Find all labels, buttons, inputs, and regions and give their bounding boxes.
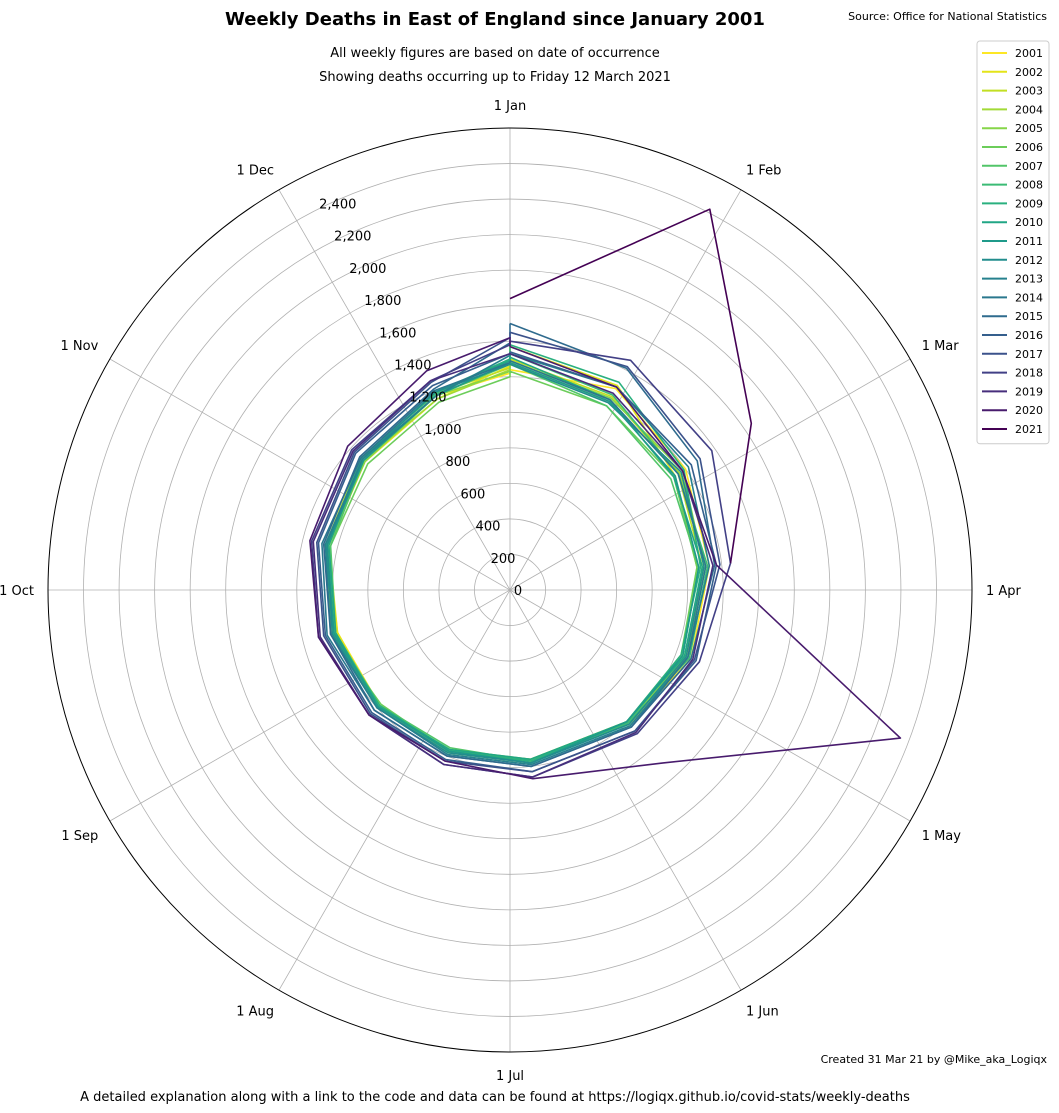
legend-label: 2016 bbox=[1015, 329, 1043, 342]
month-label: 1 Oct bbox=[0, 584, 34, 599]
legend-label: 2009 bbox=[1015, 197, 1043, 210]
series-line-2013 bbox=[324, 352, 711, 766]
series-lines bbox=[309, 208, 902, 780]
legend-label: 2005 bbox=[1015, 122, 1043, 135]
radial-tick-label: 400 bbox=[476, 520, 501, 535]
credit-note: Created 31 Mar 21 by @Mike_aka_Logiqx bbox=[821, 1053, 1048, 1066]
legend-label: 2011 bbox=[1015, 235, 1043, 248]
legend-label: 2010 bbox=[1015, 216, 1043, 229]
radial-tick-label: 1,600 bbox=[379, 326, 416, 341]
radial-tick-label: 600 bbox=[461, 487, 486, 502]
radial-tick-label: 1,800 bbox=[364, 294, 401, 309]
radial-tick-labels: 0 200 400 600 800 1,000 1,200 1,400 1,600 1,800 2,… bbox=[319, 197, 522, 599]
angular-gridline bbox=[509, 358, 911, 591]
radial-tick-label: 2,400 bbox=[319, 197, 356, 212]
chart-subtitle-cutoff: Showing deaths occurring up to Friday 12… bbox=[319, 70, 671, 85]
month-label: 1 Nov bbox=[61, 339, 99, 354]
month-label: 1 Feb bbox=[746, 163, 781, 178]
legend-label: 2020 bbox=[1015, 404, 1043, 417]
radial-tick-label: 200 bbox=[491, 552, 516, 567]
legend: 2001 2002 2003 2004 2005 2006 2007 2008 2009 2010… bbox=[976, 40, 1050, 445]
legend-label: 2014 bbox=[1015, 291, 1043, 304]
chart-subtitle-occurrence: All weekly figures are based on date of … bbox=[330, 46, 660, 61]
legend-label: 2008 bbox=[1015, 179, 1043, 192]
radial-tick-label: 2,200 bbox=[334, 230, 371, 245]
polar-grid bbox=[47, 127, 973, 1053]
angular-gridline bbox=[278, 189, 511, 591]
legend-label: 2019 bbox=[1015, 385, 1043, 398]
footer-note: A detailed explanation along with a link… bbox=[80, 1090, 910, 1105]
month-label: 1 Jan bbox=[494, 99, 526, 114]
legend-box bbox=[976, 40, 1050, 445]
radial-tick-label: 1,200 bbox=[409, 391, 446, 406]
legend-label: 2017 bbox=[1015, 348, 1043, 361]
series-line-2016 bbox=[317, 351, 718, 773]
month-label: 1 May bbox=[922, 829, 962, 844]
legend-label: 2015 bbox=[1015, 310, 1043, 323]
legend-label: 2012 bbox=[1015, 254, 1043, 267]
month-label: 1 Jun bbox=[746, 1005, 779, 1020]
month-label: 1 Mar bbox=[922, 339, 960, 354]
angular-gridline bbox=[509, 589, 742, 991]
month-label: 1 Jul bbox=[496, 1069, 524, 1084]
legend-label: 2004 bbox=[1015, 103, 1043, 116]
radial-tick-label: 2,000 bbox=[349, 262, 386, 277]
angular-gridline bbox=[509, 589, 911, 822]
source-note: Source: Office for National Statistics bbox=[848, 10, 1047, 23]
angular-gridline bbox=[109, 589, 511, 822]
series-line-2020 bbox=[309, 336, 902, 780]
legend-label: 2021 bbox=[1015, 423, 1043, 436]
radial-tick-label: 1,400 bbox=[394, 359, 431, 374]
month-labels: 1 Jan 1 Feb 1 Mar 1 Apr 1 May 1 Jun 1 Jul 1 Aug… bbox=[0, 99, 1022, 1084]
polar-frame bbox=[47, 127, 973, 1053]
radial-tick-label: 800 bbox=[446, 455, 471, 470]
month-label: 1 Apr bbox=[986, 584, 1022, 599]
legend-label: 2006 bbox=[1015, 141, 1043, 154]
legend-label: 2018 bbox=[1015, 367, 1043, 380]
angular-gridline bbox=[109, 358, 511, 591]
angular-gridline bbox=[278, 589, 511, 991]
month-label: 1 Sep bbox=[61, 829, 98, 844]
legend-label: 2013 bbox=[1015, 273, 1043, 286]
chart-title: Weekly Deaths in East of England since J… bbox=[225, 9, 765, 30]
month-label: 1 Dec bbox=[236, 163, 274, 178]
legend-label: 2003 bbox=[1015, 85, 1043, 98]
series-line-2015 bbox=[322, 322, 716, 768]
series-line-2011 bbox=[326, 361, 700, 764]
month-label: 1 Aug bbox=[236, 1005, 274, 1020]
legend-label: 2002 bbox=[1015, 66, 1043, 79]
radial-tick-label: 0 bbox=[514, 584, 522, 599]
series-line-2018 bbox=[310, 340, 732, 778]
radial-tick-label: 1,000 bbox=[424, 423, 461, 438]
legend-label: 2007 bbox=[1015, 160, 1043, 173]
legend-label: 2001 bbox=[1015, 47, 1043, 60]
series-line-2021 bbox=[509, 208, 753, 564]
